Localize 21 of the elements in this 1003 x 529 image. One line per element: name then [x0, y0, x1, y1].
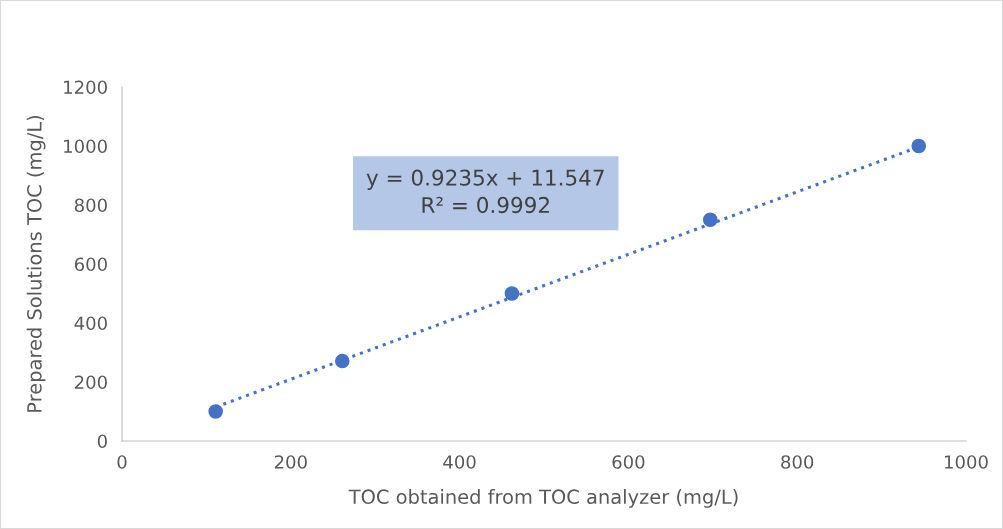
- point: [702, 212, 718, 228]
- y-tick-label: 400: [74, 316, 107, 331]
- x-tick-label: 1000: [945, 455, 988, 469]
- x-tick-label: 800: [781, 455, 814, 469]
- x-axis-title: TOC obtained from TOC analyzer (mg/L): [348, 489, 738, 508]
- y-tick-label: 600: [74, 257, 107, 272]
- y-tick-label: 1200: [64, 80, 107, 95]
- x-tick-label: 600: [612, 455, 645, 469]
- annotation: y = 0.9235x + 11.547 R² = 0.9992: [366, 169, 604, 214]
- y-tick-label: 1000: [64, 139, 107, 154]
- y-axis-title: Prepared Solutions TOC (mg/L): [26, 115, 46, 412]
- x-tick-label: 200: [274, 455, 307, 469]
- point: [208, 404, 223, 419]
- point: [911, 138, 927, 154]
- y-tick-label: 200: [74, 375, 107, 390]
- y-tick-label: 0: [97, 434, 107, 449]
- y-tick-label: 800: [74, 198, 107, 213]
- x-tick-label: 0: [117, 455, 127, 469]
- x-tick-label: 400: [443, 455, 476, 469]
- point: [335, 353, 350, 369]
- point: [504, 286, 520, 301]
